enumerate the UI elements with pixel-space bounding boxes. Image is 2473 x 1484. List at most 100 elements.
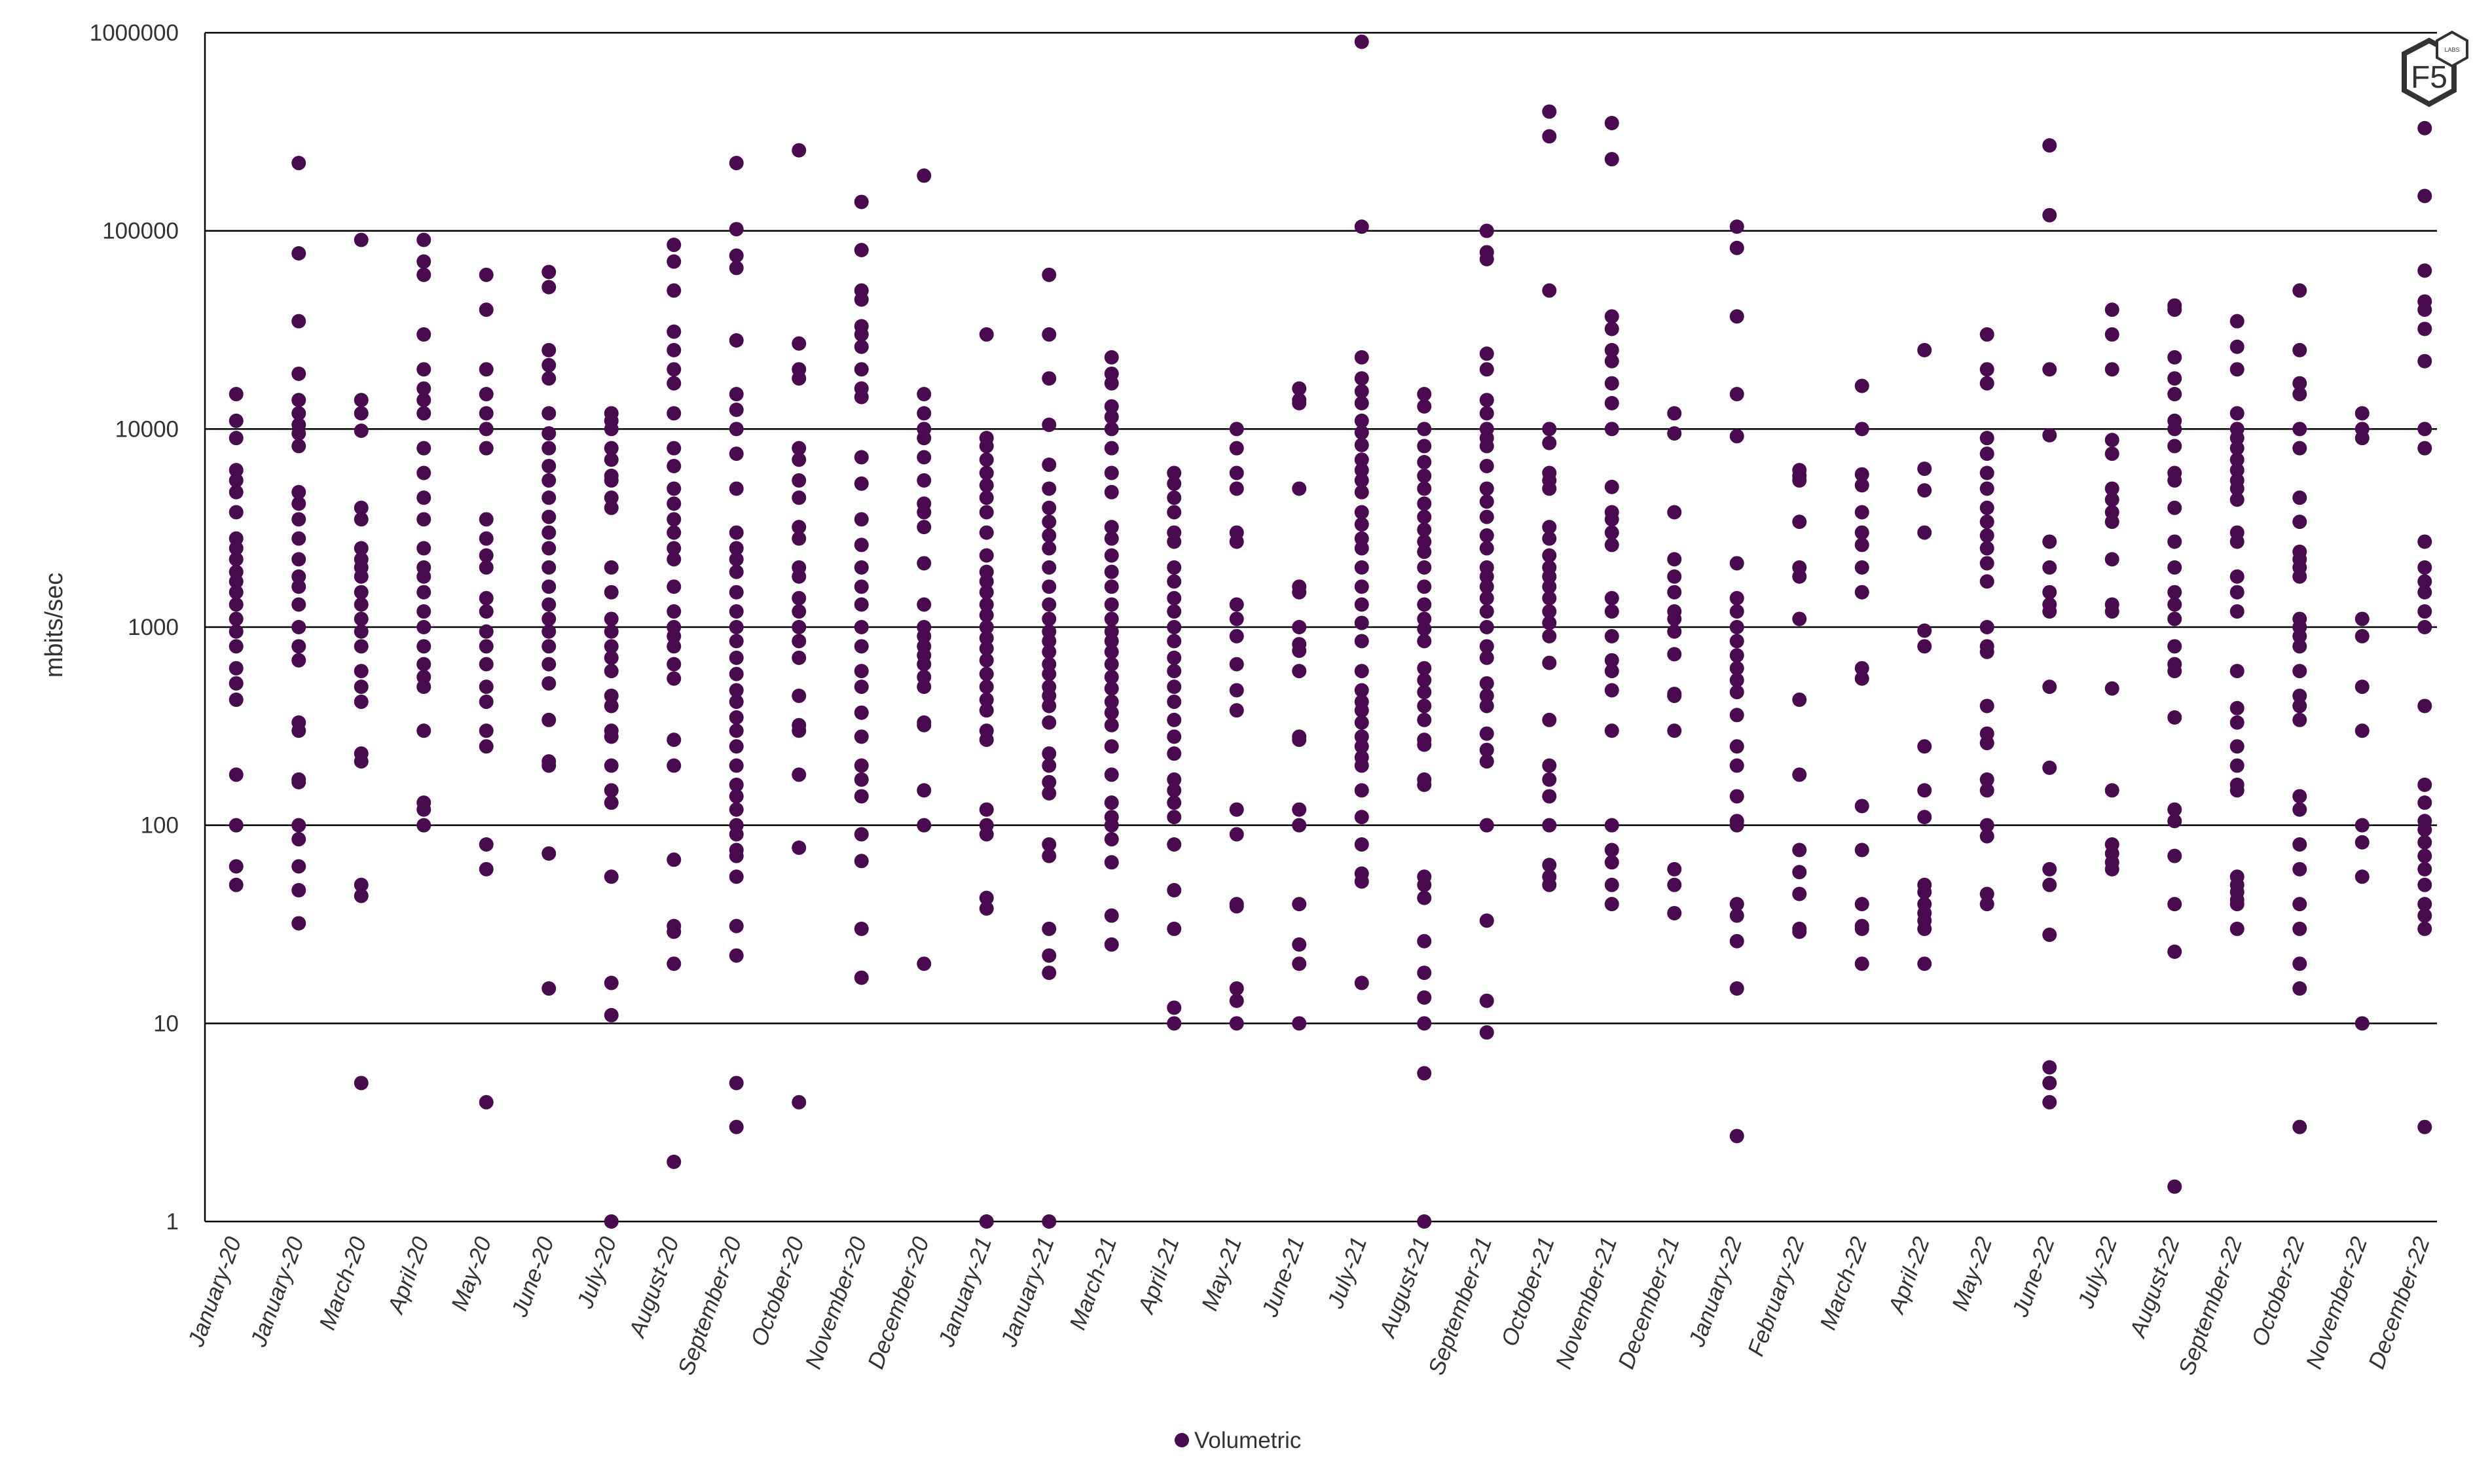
x-tick-label: December-22 bbox=[2364, 1233, 2435, 1372]
data-point bbox=[1104, 422, 1119, 437]
data-point bbox=[792, 490, 807, 505]
data-point bbox=[1229, 683, 1244, 698]
data-point bbox=[2292, 664, 2307, 679]
y-tick-label: 10000 bbox=[115, 416, 179, 442]
data-point bbox=[2167, 302, 2182, 317]
data-point bbox=[1979, 829, 1994, 844]
data-point bbox=[2229, 921, 2244, 936]
data-point bbox=[1979, 376, 1994, 391]
data-point bbox=[1229, 628, 1244, 643]
data-point bbox=[1729, 897, 1744, 912]
data-point bbox=[729, 541, 744, 556]
x-tick-label: July-22 bbox=[2073, 1233, 2123, 1312]
data-point bbox=[729, 403, 744, 418]
data-point bbox=[1854, 897, 1869, 912]
data-point bbox=[604, 688, 619, 703]
data-point bbox=[2229, 406, 2244, 421]
data-point bbox=[2292, 837, 2307, 852]
data-point bbox=[416, 639, 431, 654]
data-point bbox=[291, 569, 306, 584]
data-point bbox=[2292, 688, 2307, 703]
data-point bbox=[1854, 585, 1869, 600]
data-point bbox=[1979, 541, 1994, 556]
data-point bbox=[229, 692, 244, 707]
data-point bbox=[1042, 500, 1057, 515]
data-point bbox=[1979, 327, 1994, 342]
data-point bbox=[1792, 611, 1807, 626]
data-point bbox=[1417, 544, 1432, 559]
data-point bbox=[1604, 321, 1619, 336]
data-point bbox=[416, 441, 431, 456]
data-point bbox=[2042, 861, 2057, 877]
data-point bbox=[2042, 208, 2057, 223]
data-point bbox=[854, 705, 869, 720]
data-point bbox=[1979, 698, 1994, 714]
data-point bbox=[541, 264, 557, 280]
data-point bbox=[2167, 422, 2182, 437]
data-point bbox=[1979, 481, 1994, 496]
data-point bbox=[2354, 406, 2370, 421]
data-point bbox=[792, 520, 807, 535]
data-point bbox=[541, 560, 557, 575]
data-point bbox=[479, 723, 494, 738]
data-point bbox=[1479, 509, 1494, 524]
data-point bbox=[354, 624, 369, 639]
data-point bbox=[1417, 685, 1432, 700]
f5-labs-logo: F5 LABS bbox=[2402, 30, 2468, 107]
data-point bbox=[1479, 650, 1494, 665]
x-tick-label: May-20 bbox=[447, 1233, 497, 1314]
data-point bbox=[604, 452, 619, 467]
data-point bbox=[1729, 739, 1744, 754]
data-point bbox=[792, 590, 807, 606]
data-point bbox=[1979, 431, 1994, 446]
data-point bbox=[1354, 703, 1369, 718]
data-point bbox=[541, 657, 557, 672]
data-point bbox=[1292, 956, 1307, 971]
data-point bbox=[1354, 579, 1369, 594]
data-point bbox=[667, 525, 682, 540]
data-point bbox=[1229, 597, 1244, 612]
data-point bbox=[1479, 579, 1494, 594]
data-point bbox=[1167, 795, 1182, 810]
x-tick-label: January-20 bbox=[183, 1233, 246, 1350]
data-point bbox=[792, 620, 807, 634]
data-point bbox=[729, 789, 744, 804]
data-point bbox=[1417, 698, 1432, 714]
data-point bbox=[1417, 621, 1432, 636]
data-point bbox=[229, 505, 244, 520]
data-point bbox=[2229, 362, 2244, 377]
data-point bbox=[1917, 956, 1932, 971]
data-point bbox=[2354, 869, 2370, 884]
data-point bbox=[1479, 458, 1494, 473]
data-point bbox=[604, 500, 619, 515]
data-point bbox=[979, 478, 994, 493]
data-point bbox=[1104, 644, 1119, 659]
data-point bbox=[479, 639, 494, 654]
data-point bbox=[1729, 818, 1744, 833]
data-point bbox=[1917, 783, 1932, 798]
data-point bbox=[604, 783, 619, 798]
data-point bbox=[729, 683, 744, 698]
data-point bbox=[1729, 556, 1744, 571]
data-point bbox=[479, 267, 494, 282]
data-point bbox=[729, 918, 744, 933]
data-point bbox=[2417, 848, 2432, 863]
data-point bbox=[2417, 1119, 2432, 1134]
data-point bbox=[354, 754, 369, 769]
data-point bbox=[291, 314, 306, 329]
data-point bbox=[1792, 865, 1807, 880]
data-point bbox=[1354, 350, 1369, 365]
data-point bbox=[1229, 481, 1244, 496]
data-point bbox=[479, 548, 494, 563]
data-point bbox=[604, 624, 619, 639]
data-point bbox=[979, 505, 994, 520]
data-point bbox=[2417, 321, 2432, 336]
data-point bbox=[1542, 655, 1557, 670]
data-point bbox=[2167, 350, 2182, 365]
data-point bbox=[1104, 399, 1119, 414]
data-point bbox=[1604, 342, 1619, 357]
data-point bbox=[792, 441, 807, 456]
data-point bbox=[854, 512, 869, 527]
data-point bbox=[541, 342, 557, 357]
